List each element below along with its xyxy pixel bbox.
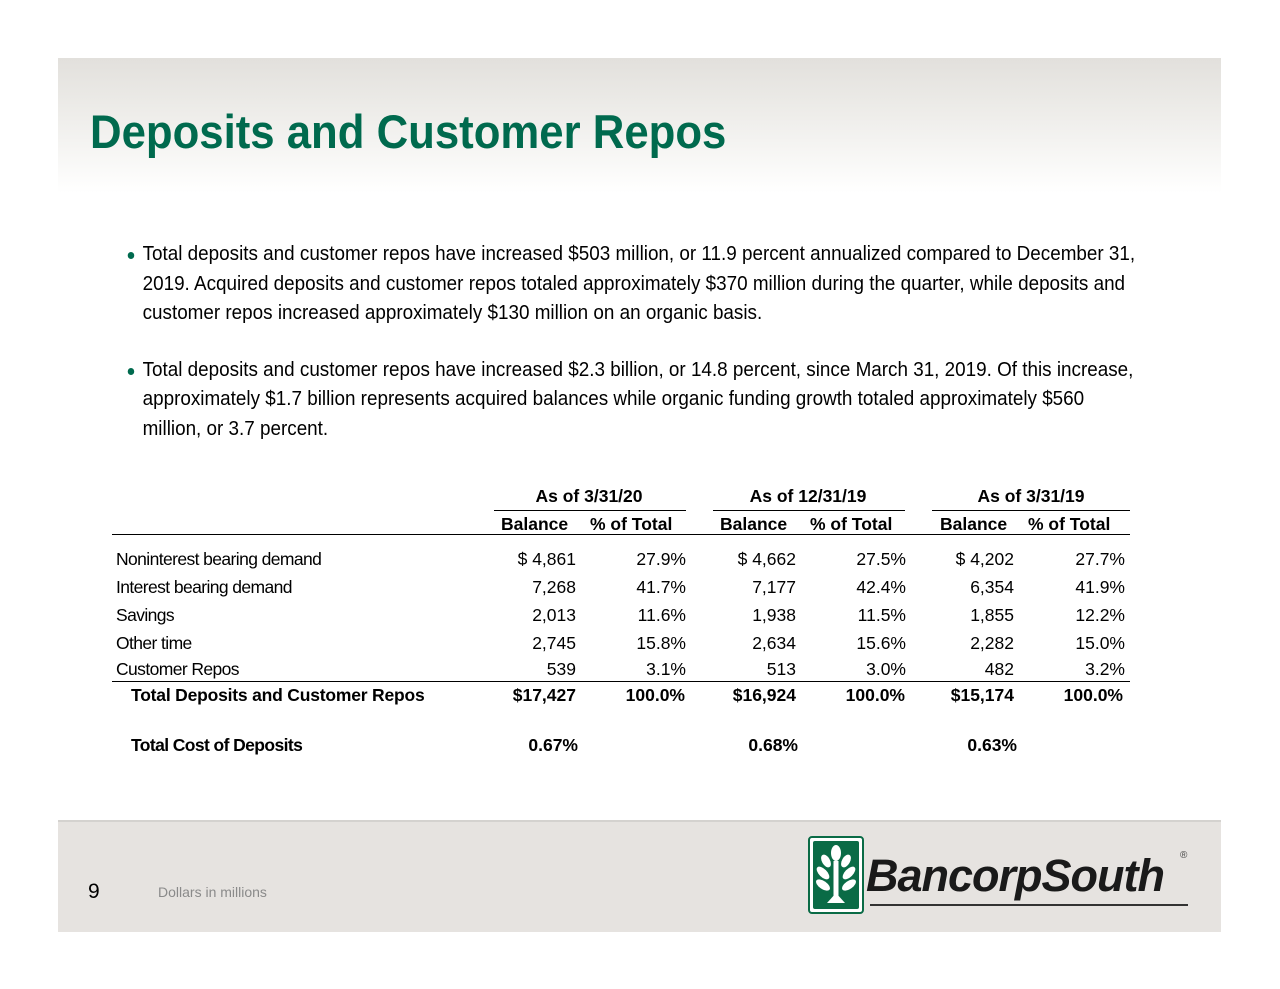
cell-balance: $16,924 <box>732 685 796 705</box>
cell-balance: 7,268 <box>532 577 576 597</box>
row-label: Noninterest bearing demand <box>116 549 322 569</box>
bullet-dot-icon <box>127 367 135 375</box>
slide: Deposits and Customer Repos Total deposi… <box>58 58 1221 932</box>
cell-balance: 7,177 <box>752 577 796 597</box>
header-rule <box>713 510 905 511</box>
row-label: Interest bearing demand <box>116 577 293 597</box>
registered-mark-icon: ® <box>1180 850 1188 861</box>
cell-pct: 27.9% <box>636 549 686 569</box>
cell-balance: 2,013 <box>532 605 576 625</box>
cell-pct: 100.0% <box>1063 685 1123 705</box>
cell-cost: 0.67% <box>528 735 578 755</box>
column-header-pct: % of Total <box>810 514 893 534</box>
page-title: Deposits and Customer Repos <box>90 105 727 158</box>
row-label: Customer Repos <box>116 659 240 679</box>
cell-pct: 3.1% <box>646 659 686 679</box>
cell-pct: 27.7% <box>1075 549 1125 569</box>
header-bottom-rule <box>112 534 1130 535</box>
cell-pct: 100.0% <box>845 685 905 705</box>
cell-pct: 27.5% <box>856 549 906 569</box>
logo-text: BancorpSouth <box>866 850 1165 901</box>
cell-balance: 482 <box>984 659 1014 679</box>
cell-pct: 41.7% <box>636 577 686 597</box>
bullet-text: Total deposits and customer repos have i… <box>142 243 1136 324</box>
bullet-dot-icon <box>127 252 135 259</box>
cell-pct: 41.9% <box>1075 577 1125 597</box>
cell-balance: 2,745 <box>532 633 576 653</box>
logo-underline <box>870 904 1188 906</box>
tree-logo-icon <box>808 836 864 914</box>
cell-balance: 539 <box>546 659 576 679</box>
total-rule <box>112 681 1130 682</box>
cell-balance: 513 <box>766 659 796 679</box>
cell-pct: 42.4% <box>856 577 906 597</box>
cell-balance: $17,427 <box>512 685 576 705</box>
column-header-balance: Balance <box>940 514 1008 534</box>
bullet-text: Total deposits and customer repos have i… <box>142 358 1134 440</box>
page-number: 9 <box>88 880 100 903</box>
cell-pct: 11.6% <box>637 605 686 625</box>
cell-balance: 2,634 <box>752 633 796 653</box>
cell-cost: 0.68% <box>748 735 798 755</box>
footnote: Dollars in millions <box>158 884 267 900</box>
column-header-balance: Balance <box>501 514 569 534</box>
period-header: As of 12/31/19 <box>749 486 867 506</box>
column-header-balance: Balance <box>720 514 788 534</box>
period-header: As of 3/31/20 <box>535 486 643 506</box>
cell-pct: 15.6% <box>856 633 906 653</box>
cell-cost: 0.63% <box>967 735 1017 755</box>
bullet-item: Total deposits and customer repos have i… <box>124 356 1147 445</box>
footer: 9 Dollars in millions <box>58 820 1221 932</box>
cell-pct: 11.5% <box>857 605 906 625</box>
period-header: As of 3/31/19 <box>977 486 1085 506</box>
column-header-pct: % of Total <box>590 514 673 534</box>
row-label: Total Deposits and Customer Repos <box>131 685 425 705</box>
cell-pct: 3.2% <box>1085 659 1125 679</box>
cell-balance: 6,354 <box>970 577 1014 597</box>
row-label: Other time <box>116 633 192 653</box>
cell-pct: 3.0% <box>866 659 906 679</box>
cell-balance: 1,855 <box>970 605 1014 625</box>
row-label: Total Cost of Deposits <box>131 735 303 755</box>
cell-balance: $ 4,202 <box>955 549 1014 569</box>
cell-balance: $15,174 <box>950 685 1014 705</box>
column-header-pct: % of Total <box>1028 514 1111 534</box>
bullet-list: Total deposits and customer repos have i… <box>124 240 1135 471</box>
header-rule <box>932 510 1130 511</box>
cell-balance: 2,282 <box>970 633 1014 653</box>
title-band: Deposits and Customer Repos <box>58 58 1221 193</box>
bancorpsouth-logo: BancorpSouth ® <box>808 836 1198 916</box>
cell-pct: 100.0% <box>625 685 685 705</box>
cell-balance: 1,938 <box>752 605 796 625</box>
row-label: Savings <box>116 605 175 625</box>
cell-pct: 15.8% <box>636 633 686 653</box>
cell-pct: 15.0% <box>1075 633 1125 653</box>
cell-pct: 12.2% <box>1075 605 1125 625</box>
header-rule <box>494 510 686 511</box>
bullet-item: Total deposits and customer repos have i… <box>124 240 1147 329</box>
cell-balance: $ 4,662 <box>737 549 796 569</box>
cell-balance: $ 4,861 <box>517 549 576 569</box>
